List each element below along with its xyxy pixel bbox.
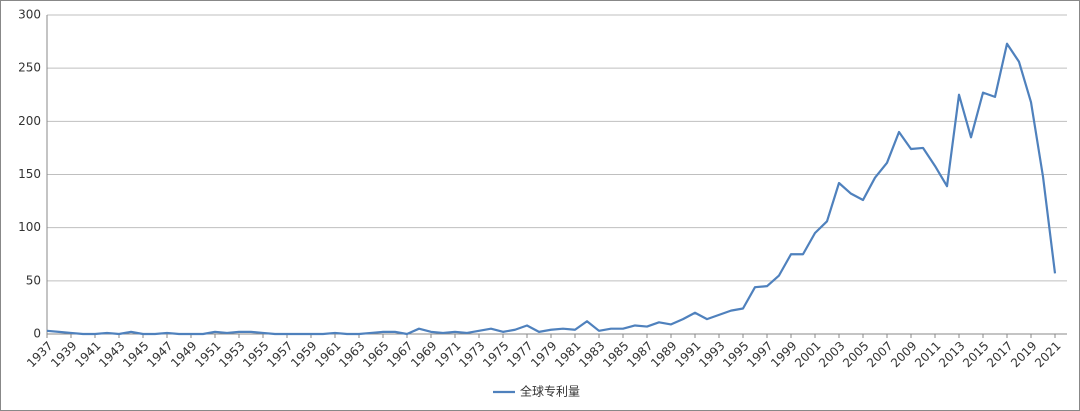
y-tick-label: 300 [18, 8, 41, 22]
y-tick-label: 50 [26, 273, 41, 287]
y-tick-label: 250 [18, 61, 41, 75]
y-tick-label: 100 [18, 220, 41, 234]
series-line [46, 42, 1057, 336]
legend-label: 全球专利量 [520, 384, 580, 399]
y-tick-label: 0 [33, 327, 41, 341]
y-tick-label: 200 [18, 114, 41, 128]
y-tick-label: 150 [18, 167, 41, 181]
